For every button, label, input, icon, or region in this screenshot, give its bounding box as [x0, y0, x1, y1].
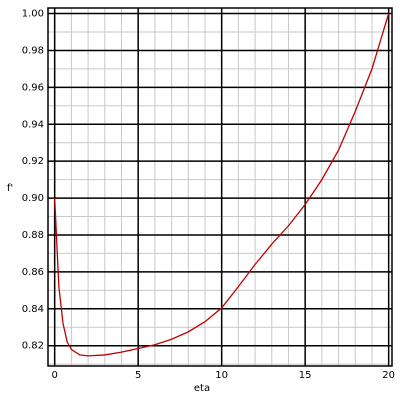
y-tick-label: 1.00 [22, 9, 44, 20]
y-axis-label: f' [7, 183, 13, 194]
y-tick-label: 0.84 [22, 304, 44, 315]
y-tick-label: 0.92 [22, 156, 44, 167]
plot-frame [47, 7, 393, 367]
y-tick-label: 0.88 [22, 230, 44, 241]
x-tick-label: 15 [299, 370, 312, 381]
y-tick-label: 0.94 [22, 119, 44, 130]
y-tick-label: 0.98 [22, 45, 44, 56]
x-tick-label: 0 [51, 370, 57, 381]
x-tick-label: 20 [382, 370, 395, 381]
x-axis-label: eta [194, 383, 210, 394]
y-tick-label: 0.96 [22, 82, 44, 93]
line [54, 13, 390, 357]
y-tick-label: 0.82 [22, 341, 44, 352]
x-tick-label: 10 [215, 370, 228, 381]
x-tick-label: 5 [135, 370, 141, 381]
y-tick-label: 0.86 [22, 267, 44, 278]
y-tick-label: 0.90 [22, 193, 44, 204]
